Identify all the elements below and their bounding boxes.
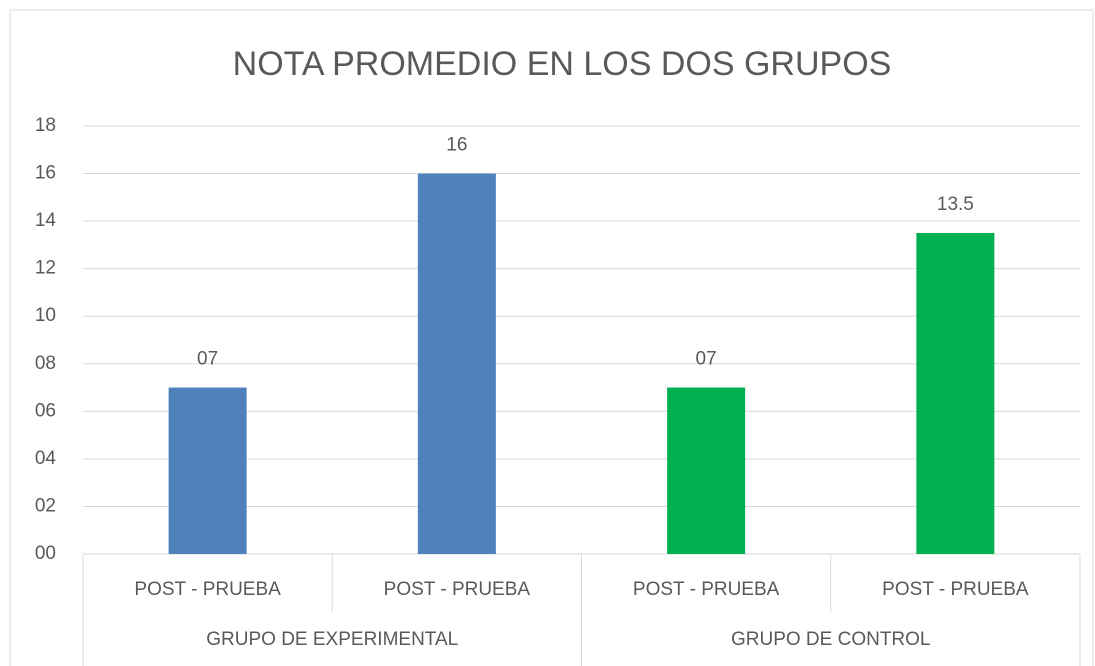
y-tick-label: 02	[35, 495, 56, 516]
value-label: 13.5	[937, 194, 974, 215]
value-label: 07	[696, 349, 717, 370]
bar	[667, 387, 746, 554]
chart-border	[9, 9, 1094, 666]
x-tick-label: POST - PRUEBA	[384, 579, 531, 600]
y-tick-label: 14	[35, 210, 57, 231]
chart-title: NOTA PROMEDIO EN LOS DOS GRUPOS	[233, 45, 892, 83]
y-tick-label: 08	[35, 353, 56, 374]
x-tick-label: POST - PRUEBA	[134, 579, 281, 600]
bar	[168, 387, 247, 554]
bar	[417, 173, 496, 555]
y-tick-label: 18	[35, 115, 56, 136]
y-tick-label: 16	[35, 163, 56, 184]
group-label: GRUPO DE CONTROL	[731, 629, 931, 650]
value-label: 16	[446, 135, 467, 156]
y-tick-label: 10	[35, 305, 56, 326]
x-tick-label: POST - PRUEBA	[882, 579, 1029, 600]
value-label: 07	[197, 349, 218, 370]
group-label: GRUPO DE EXPERIMENTAL	[206, 629, 458, 650]
y-tick-label: 06	[35, 400, 56, 421]
y-tick-label: 12	[35, 258, 56, 279]
y-tick-label: 04	[35, 448, 57, 469]
y-tick-label: 00	[35, 543, 56, 564]
bar	[916, 233, 995, 554]
x-tick-label: POST - PRUEBA	[633, 579, 780, 600]
